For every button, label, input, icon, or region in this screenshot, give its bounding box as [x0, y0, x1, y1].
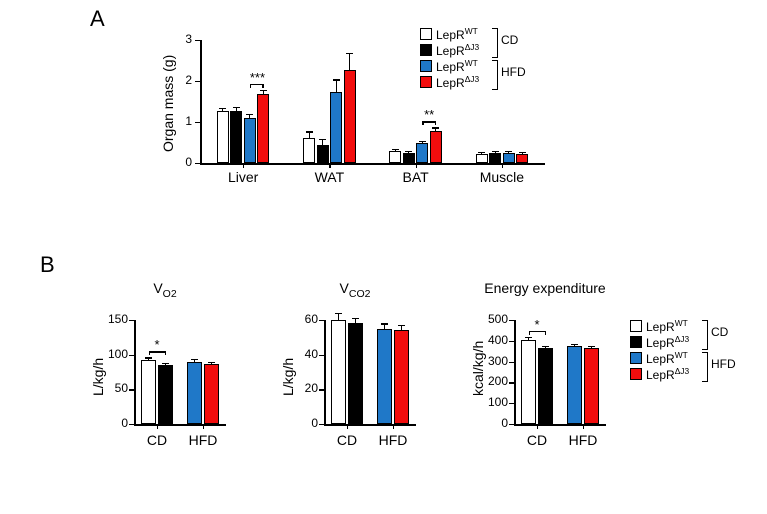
legend-label: LepRΔJ3	[646, 334, 689, 350]
legend-label: LepRWT	[436, 58, 478, 74]
legend-swatch	[630, 336, 642, 348]
panel-b-chart-vo2: VO2050100150L/kg/hCDHFD*	[100, 300, 230, 450]
legend-a: LepRWTLepRΔJ3LepRWTLepRΔJ3CDHFD	[420, 26, 483, 90]
legend-swatch	[630, 368, 642, 380]
panel-b-label: B	[40, 252, 55, 278]
legend-swatch	[420, 76, 432, 88]
legend-swatch	[630, 320, 642, 332]
legend-swatch	[420, 28, 432, 40]
legend-label: LepRWT	[646, 350, 688, 366]
legend-b: LepRWTLepRΔJ3LepRWTLepRΔJ3CDHFD	[630, 318, 693, 382]
panel-b-chart-vco2: VCO20204060L/kg/hCDHFD	[290, 300, 420, 450]
panel-b-chart-ee: Energy expenditure0100200300400500kcal/k…	[480, 300, 610, 450]
legend-label: LepRWT	[646, 318, 688, 334]
legend-swatch	[420, 44, 432, 56]
legend-label: LepRΔJ3	[436, 74, 479, 90]
legend-label: LepRWT	[436, 26, 478, 42]
legend-label: LepRΔJ3	[646, 366, 689, 382]
figure: A 0123Organ mass (g)LiverWATBATMuscle***…	[0, 0, 767, 514]
legend-label: LepRΔJ3	[436, 42, 479, 58]
legend-swatch	[420, 60, 432, 72]
legend-swatch	[630, 352, 642, 364]
panel-a-label: A	[90, 6, 105, 32]
